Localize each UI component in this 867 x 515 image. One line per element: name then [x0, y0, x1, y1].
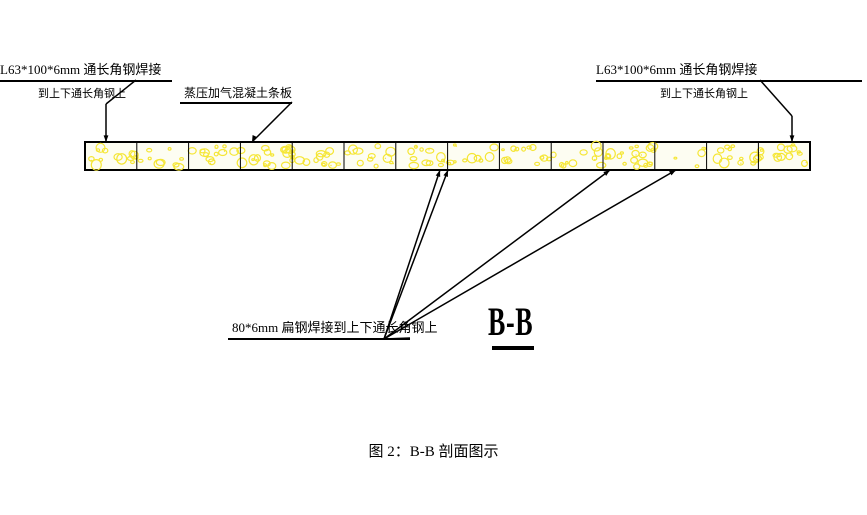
label-bottom-underline — [228, 338, 410, 340]
label-top-right-line2: 到上下通长角钢上 — [660, 88, 748, 101]
label-top-left-underline — [0, 80, 172, 82]
label-top-left-line2: 到上下通长角钢上 — [38, 88, 126, 101]
label-mid-top-underline — [180, 102, 292, 104]
label-top-left-line1: L63*100*6mm 通长角钢焊接 — [0, 62, 161, 78]
diagram-container: L63*100*6mm 通长角钢焊接 到上下通长角钢上 蒸压加气混凝土条板 L6… — [0, 0, 867, 515]
figure-caption: 图 2：B-B 剖面图示 — [0, 440, 867, 461]
label-top-right-underline — [596, 80, 862, 82]
label-mid-top: 蒸压加气混凝土条板 — [184, 86, 292, 100]
label-top-right-line1: L63*100*6mm 通长角钢焊接 — [596, 62, 757, 78]
label-bottom: 80*6mm 扁钢焊接到上下通长角钢上 — [232, 320, 437, 336]
section-label: B-B — [488, 298, 533, 345]
section-label-underline — [492, 346, 534, 350]
